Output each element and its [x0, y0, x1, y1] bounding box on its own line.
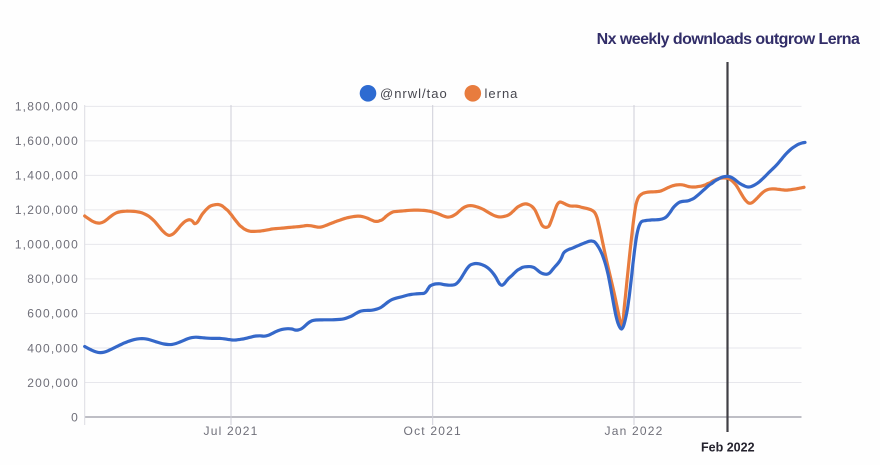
svg-text:Jan 2022: Jan 2022	[605, 424, 664, 438]
svg-text:@nrwl/tao: @nrwl/tao	[380, 86, 448, 101]
svg-text:1,800,000: 1,800,000	[15, 100, 79, 114]
svg-text:1,600,000: 1,600,000	[15, 134, 79, 148]
svg-text:1,200,000: 1,200,000	[15, 203, 79, 217]
svg-text:Jul 2021: Jul 2021	[204, 424, 259, 438]
svg-text:200,000: 200,000	[27, 376, 79, 390]
svg-text:1,400,000: 1,400,000	[15, 169, 79, 183]
svg-text:600,000: 600,000	[27, 307, 79, 321]
svg-text:lerna: lerna	[485, 86, 519, 101]
svg-text:800,000: 800,000	[27, 272, 79, 286]
svg-text:Nx weekly downloads outgrow Le: Nx weekly downloads outgrow Lerna	[597, 31, 860, 48]
svg-text:1,000,000: 1,000,000	[15, 238, 79, 252]
svg-text:0: 0	[71, 410, 79, 424]
svg-text:400,000: 400,000	[27, 341, 79, 355]
svg-text:Feb 2022: Feb 2022	[701, 441, 755, 455]
svg-text:Oct 2021: Oct 2021	[404, 424, 462, 438]
